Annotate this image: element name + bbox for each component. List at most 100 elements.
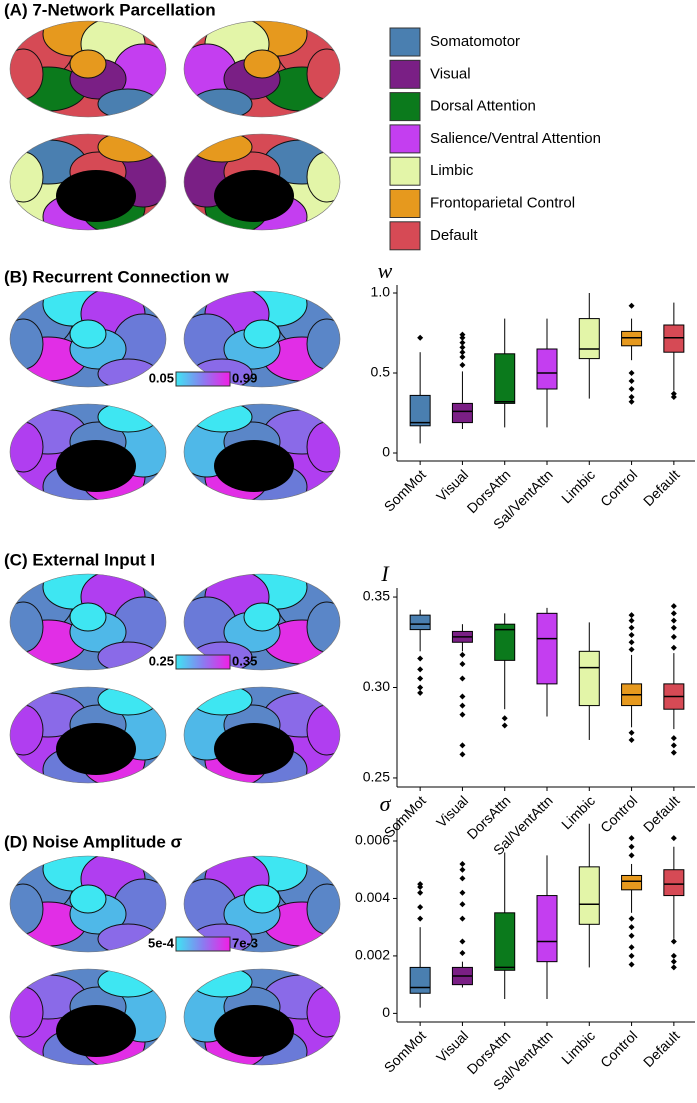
x-tick-label: Default bbox=[640, 1027, 683, 1070]
y-tick-label: 0 bbox=[382, 1004, 390, 1020]
box bbox=[409, 966, 431, 994]
brain-outline bbox=[9, 290, 167, 388]
y-tick-label: 1.0 bbox=[371, 284, 391, 300]
brain-region bbox=[191, 687, 253, 716]
x-tick-label: Control bbox=[597, 1027, 640, 1070]
outlier bbox=[417, 689, 424, 696]
colorbar-label: 7e-3 bbox=[232, 935, 258, 950]
brain-region bbox=[306, 986, 340, 1038]
brain-region bbox=[191, 404, 253, 433]
brain-region bbox=[306, 704, 340, 756]
x-tick-label: Visual bbox=[433, 466, 471, 504]
legend-swatch bbox=[389, 221, 421, 251]
outlier bbox=[670, 633, 677, 640]
brain-region bbox=[191, 134, 253, 163]
brain-region bbox=[10, 151, 44, 203]
outlier bbox=[628, 915, 635, 922]
box bbox=[451, 402, 473, 424]
outlier bbox=[670, 964, 677, 971]
box bbox=[663, 324, 685, 353]
x-tick-label: Limbic bbox=[558, 1027, 598, 1067]
box bbox=[578, 318, 600, 360]
outlier bbox=[628, 924, 635, 931]
y-tick-label: 0.5 bbox=[371, 364, 391, 380]
colorbar-label: 5e-4 bbox=[148, 935, 175, 950]
outlier bbox=[670, 958, 677, 965]
brain-region bbox=[69, 319, 107, 349]
brain-hole bbox=[214, 440, 294, 492]
outlier bbox=[459, 866, 466, 873]
outlier bbox=[628, 646, 635, 653]
outlier bbox=[628, 639, 635, 646]
brain bbox=[10, 969, 166, 1065]
outlier bbox=[417, 881, 424, 888]
x-tick-label: Control bbox=[597, 792, 640, 835]
brain-outline bbox=[9, 968, 167, 1066]
x-tick-label: Default bbox=[640, 792, 683, 835]
outlier bbox=[459, 334, 466, 341]
y-axis-label: w bbox=[378, 258, 393, 283]
colorbar-label: 0.25 bbox=[149, 653, 174, 668]
legend-swatch bbox=[389, 92, 421, 122]
outlier bbox=[670, 610, 677, 617]
brain-region bbox=[10, 601, 44, 653]
brain-outline bbox=[183, 133, 341, 231]
legend-label: Visual bbox=[430, 65, 471, 82]
outlier bbox=[670, 617, 677, 624]
outlier bbox=[628, 944, 635, 951]
outlier bbox=[628, 961, 635, 968]
brain-region bbox=[97, 88, 159, 117]
outlier bbox=[459, 742, 466, 749]
legend-label: Limbic bbox=[430, 162, 474, 179]
outlier bbox=[628, 852, 635, 859]
outlier bbox=[459, 751, 466, 758]
brain-region bbox=[10, 48, 44, 100]
legend-swatch bbox=[389, 189, 421, 218]
x-tick-label: Limbic bbox=[558, 792, 598, 832]
brain-region bbox=[10, 421, 44, 473]
outlier bbox=[459, 349, 466, 356]
outlier bbox=[459, 702, 466, 709]
outlier bbox=[417, 655, 424, 662]
brain-outline bbox=[9, 686, 167, 784]
outlier bbox=[501, 715, 508, 722]
outlier bbox=[628, 386, 635, 392]
brain bbox=[10, 21, 166, 117]
brain-region bbox=[10, 704, 44, 756]
outlier bbox=[670, 394, 677, 400]
brain bbox=[184, 574, 340, 670]
outlier bbox=[628, 394, 635, 400]
panel-title: (C) External Input I bbox=[4, 550, 155, 569]
brain bbox=[10, 687, 166, 783]
brain bbox=[184, 21, 340, 117]
outlier bbox=[417, 904, 424, 911]
brain bbox=[10, 134, 166, 230]
brain-outline bbox=[183, 20, 341, 118]
box bbox=[494, 623, 516, 661]
brain-region bbox=[97, 969, 159, 998]
y-axis-label: I bbox=[380, 561, 390, 586]
brain-region bbox=[306, 883, 340, 935]
outlier bbox=[628, 370, 635, 376]
y-tick-label: 0.002 bbox=[355, 947, 390, 963]
outlier bbox=[670, 835, 677, 842]
brain bbox=[184, 134, 340, 230]
brain-outline bbox=[9, 573, 167, 671]
brain-hole bbox=[214, 170, 294, 222]
outlier bbox=[459, 875, 466, 882]
outlier bbox=[628, 612, 635, 619]
outlier bbox=[670, 624, 677, 631]
outlier bbox=[628, 736, 635, 743]
brain bbox=[10, 574, 166, 670]
outlier bbox=[670, 749, 677, 756]
brain bbox=[10, 404, 166, 500]
legend-swatch bbox=[389, 156, 421, 186]
outlier bbox=[628, 843, 635, 850]
brain-outline bbox=[9, 20, 167, 118]
brain-region bbox=[69, 49, 107, 79]
legend-swatch bbox=[389, 27, 421, 57]
box bbox=[663, 869, 685, 897]
colorbar-label: 0.35 bbox=[232, 653, 257, 668]
box bbox=[494, 353, 516, 404]
brain-outline bbox=[183, 290, 341, 388]
